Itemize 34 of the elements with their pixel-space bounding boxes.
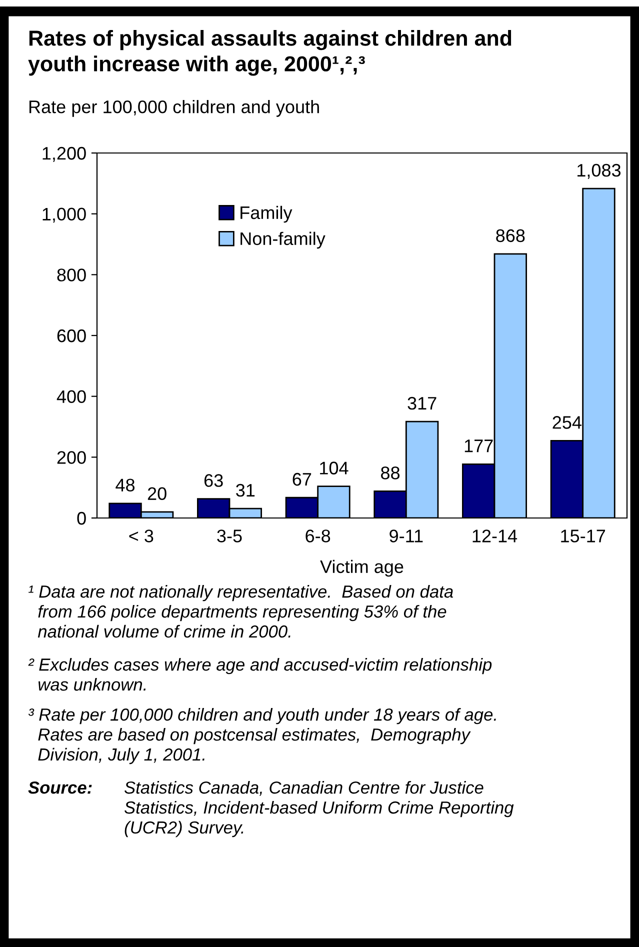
y-tick-label: 400: [56, 390, 86, 404]
data-label: 63: [204, 474, 223, 487]
text: ³ Rate per 100,000 children and youth under 18 years of age. Rates are based on postcensal estimates, Demography Division, July 1, 2001.: [28, 708, 496, 764]
data-label: 88: [381, 466, 400, 480]
chart-title: Rates of physical assaults against children and youth increase with age, 2000¹,²,³: [28, 30, 512, 76]
y-tick-label: 200: [57, 451, 86, 464]
y-tick-label: 600: [57, 329, 86, 342]
y-tick-label: 0: [77, 512, 86, 525]
x-tick-label: 15-17: [561, 530, 606, 542]
data-label: 67: [292, 472, 312, 486]
data-label: 1,083: [578, 164, 621, 179]
data-label: 868: [496, 229, 525, 242]
x-axis-title: Victim age: [320, 560, 404, 577]
data-label: 254: [552, 416, 582, 429]
legend-label: Family: [240, 206, 292, 223]
data-label: 48: [116, 478, 135, 492]
x-tick-label: 9-11: [390, 530, 423, 542]
chart-subtitle: Rate per 100,000 children and youth: [29, 100, 319, 117]
data-label: 177: [464, 440, 493, 452]
x-tick-label: 6-8: [306, 530, 330, 542]
data-label: 317: [408, 396, 436, 410]
y-tick-label: 1,200: [42, 146, 86, 162]
x-tick-label: 12-14: [472, 530, 518, 542]
data-label: 104: [320, 462, 348, 474]
data-label: 20: [148, 487, 166, 500]
text: ² Excludes cases where age and accused-victim relationship was unknown.: [28, 658, 492, 691]
data-label: 31: [236, 484, 255, 497]
legend-label: Non-family: [240, 232, 326, 249]
x-tick-label: 3-5: [217, 530, 242, 542]
x-tick-label: < 3: [129, 530, 154, 542]
text: Source: Statistics Canada, Canadian Centre for Justice Statistics, Incident-based Uniform Crime Reporting (UCR2) Survey.: [28, 781, 514, 838]
y-tick-label: 1,000: [42, 208, 86, 223]
y-tick-label: 800: [57, 268, 86, 282]
text: ¹ Data are not nationally representative. Based on data from 166 police departments representing 53% of the national volume of crime in 2000.: [28, 585, 454, 638]
